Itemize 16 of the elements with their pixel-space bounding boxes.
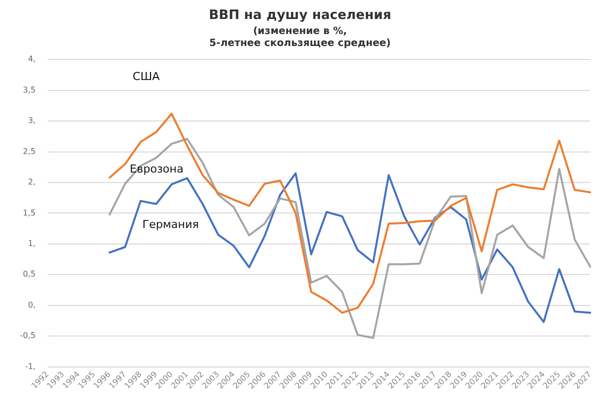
y-tick-label: 2, [28,178,36,187]
y-tick-label: 2,5 [22,146,36,156]
chart-subtitle: (изменение в %, 5-летнее скользящее среднее) [209,26,391,50]
chart-title: ВВП на душу населения [208,8,392,24]
y-tick-label: 3,5 [22,85,36,94]
y-tick-label: 3, [28,116,36,126]
y-tick-label: 1,5 [22,208,36,218]
y-tick-label: -1, [25,362,36,371]
y-tick-label: 4, [28,54,36,64]
y-tick-label: 0,5 [22,270,36,279]
y-tick-label: -0,5 [20,331,36,340]
series-label: Германия [142,218,199,231]
y-tick-label: 0, [28,300,36,310]
series-label: Еврозона [130,162,184,176]
y-tick-label: 1, [28,239,36,248]
text: США [132,70,160,83]
